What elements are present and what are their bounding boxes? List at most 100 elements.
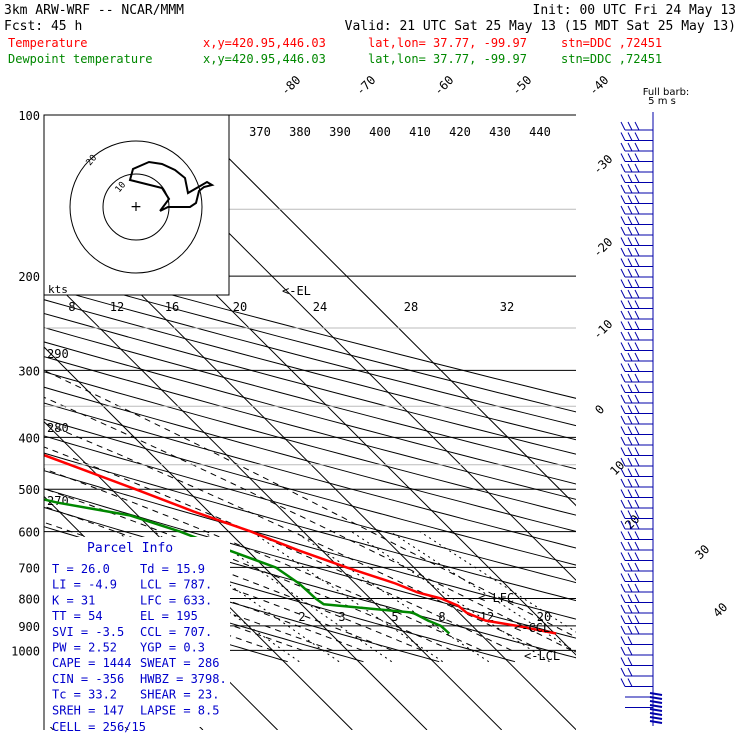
barb-flag [627, 373, 633, 383]
mixing-top-label: 24 [313, 300, 327, 314]
dry-adiabat-line [44, 285, 576, 427]
wind-barb [620, 478, 653, 488]
theta-label: 420 [449, 125, 471, 139]
barb-flag [627, 153, 633, 162]
legend-dewpoint-stn: stn=DDC ,72451 [561, 52, 662, 66]
barb-base-mark [649, 704, 663, 708]
barb-flag [620, 142, 626, 152]
barb-flag [634, 163, 640, 173]
legend-temperature-loc: x,y=420.95,446.03 [203, 36, 326, 50]
barb-flag [627, 174, 633, 183]
barb-flag [627, 342, 633, 351]
init-time: Init: 00 UTC Fri 24 May 13 [533, 3, 737, 18]
wind-barb [620, 468, 653, 477]
wind-barb [620, 342, 653, 351]
moist-adiabat-line [44, 369, 576, 638]
hodograph-ring-outer [69, 140, 203, 274]
barb-flag [620, 562, 626, 572]
mixing-ratio-line [203, 531, 392, 663]
barb-flag [634, 279, 640, 288]
barb-base-mark [649, 696, 663, 700]
barb-flag [620, 394, 626, 404]
isotherm-label: -70 [353, 73, 378, 98]
parcel-cell: CELL = 256/15 [52, 720, 146, 734]
isotherm-label: -30 [590, 152, 615, 177]
temperature-trace [44, 453, 557, 635]
barb-flag [627, 352, 633, 362]
barb-flag [627, 142, 633, 152]
barb-flag [627, 510, 633, 519]
barb-flag [634, 468, 640, 477]
parcel-row-left: K = 31 [52, 593, 95, 607]
isotherm-label: -80 [278, 73, 303, 98]
barb-flag [627, 625, 633, 635]
barb-flag [634, 552, 640, 561]
wind-barb [620, 520, 653, 530]
barb-flag [620, 373, 626, 383]
ccl-marker: <-CCL [514, 621, 550, 635]
barb-base-mark [649, 708, 663, 712]
parcel-row-right: LAPSE = 8.5 [140, 703, 219, 717]
barb-flag [627, 436, 633, 446]
barb-flag [634, 300, 640, 309]
pressure-tick-label: 600 [18, 526, 40, 540]
barb-flag [620, 667, 626, 677]
dry-adiabat-line [44, 418, 576, 566]
wind-barb [620, 436, 653, 446]
wind-barb [620, 657, 653, 666]
barb-flag [627, 478, 633, 488]
barb-flag [627, 279, 633, 288]
barb-flag [634, 531, 640, 540]
barb-flag [620, 478, 626, 488]
mixing-low-label: 5 [391, 610, 398, 624]
barb-flag [620, 552, 626, 561]
wind-barb [620, 142, 653, 152]
wind-barbs [620, 112, 663, 726]
barb-flag [627, 562, 633, 572]
barb-flag [627, 657, 633, 666]
barb-flag [627, 426, 633, 435]
barb-flag [627, 520, 633, 530]
barb-flag [634, 184, 640, 194]
barb-flag [627, 541, 633, 551]
barb-flag [634, 405, 640, 414]
dewpoint-trace [44, 498, 451, 635]
wind-barb [620, 352, 653, 362]
barb-flag [627, 184, 633, 194]
parcel-row-right: LFC = 633. [140, 593, 212, 607]
barb-flag [634, 594, 640, 603]
barb-flag [634, 510, 640, 519]
legend-temperature-stn: stn=DDC ,72451 [561, 36, 662, 50]
wind-barb [620, 646, 653, 656]
wind-barb [620, 247, 653, 257]
theta-label: 380 [289, 125, 311, 139]
barb-flag [620, 216, 626, 225]
dry-adiabat-line [44, 545, 440, 663]
wind-barb [620, 678, 653, 687]
barb-flag [634, 384, 640, 393]
level-markers: <-EL <-LFC <-CCL <-LCL [282, 284, 560, 663]
wind-barb [620, 184, 653, 194]
barb-flag [634, 363, 640, 372]
barb-flag [634, 615, 640, 624]
barb-flag [634, 247, 640, 257]
mixing-ratio-line [154, 531, 340, 663]
barb-flag [634, 205, 640, 215]
barb-flag [634, 562, 640, 572]
barb-flag [627, 289, 633, 299]
barb-flag [627, 552, 633, 561]
theta-label: 440 [529, 125, 551, 139]
barb-flag [627, 363, 633, 372]
dry-adiabat-line [44, 506, 576, 659]
wind-barb [620, 531, 653, 540]
barb-flag [620, 436, 626, 446]
barb-flag [634, 289, 640, 299]
theta-label: 400 [369, 125, 391, 139]
barb-flag [634, 226, 640, 236]
wind-barb [620, 216, 653, 225]
barb-flag [620, 331, 626, 341]
mixing-ratio-line [351, 531, 550, 663]
barb-flag [634, 625, 640, 635]
isotherm-label: 40 [710, 600, 730, 620]
barb-flag [627, 321, 633, 330]
